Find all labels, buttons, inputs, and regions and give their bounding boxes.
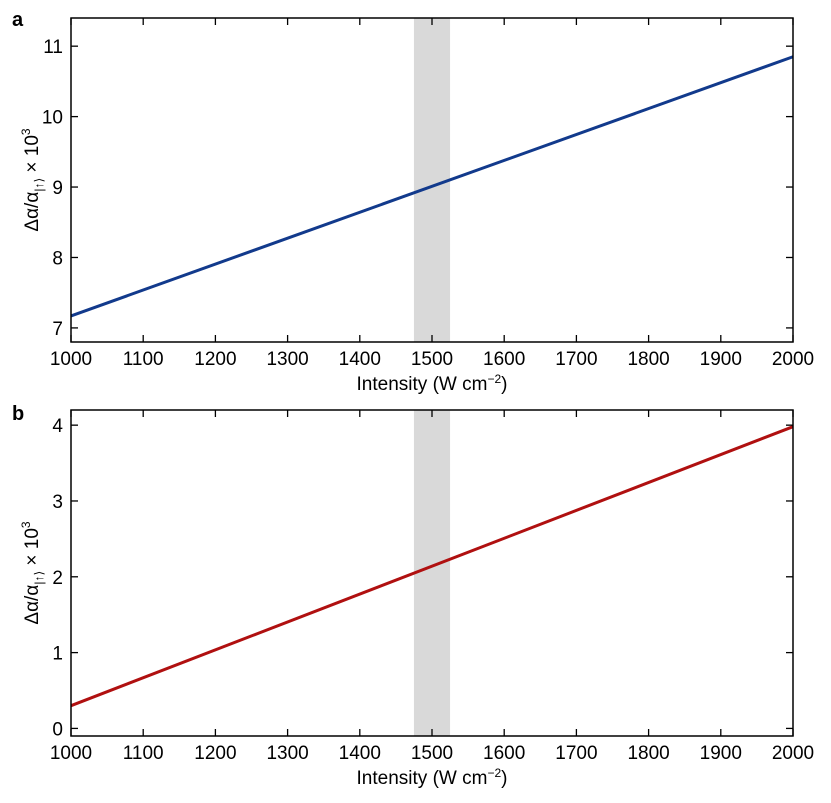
x-tick-label: 1900 [700,743,742,764]
highlight-band [413,18,451,342]
y-tick-label: 3 [52,492,63,513]
y-tick-label: 4 [52,416,63,437]
y-tick-label: 10 [42,108,63,129]
x-tick-label: 1000 [50,743,92,764]
y-tick-label: 11 [43,37,63,58]
x-tick-label: 1700 [555,743,597,764]
x-tick-label: 2000 [772,743,814,764]
x-tick-label: 1500 [411,743,453,764]
series-line-0 [70,55,794,318]
y-tick-label: 2 [52,568,63,589]
x-tick-label: 1600 [483,743,525,764]
y-axis-label: Δα/α|↑⟩ × 103 [19,128,46,232]
x-axis-label: Intensity (W cm−2) [357,372,508,395]
y-axis-label: Δα/α|↑⟩ × 103 [19,521,46,625]
x-tick-label: 1500 [411,349,453,370]
panel-label: b [12,403,24,425]
y-tick-label: 9 [52,178,63,199]
panel-b: 1000 1100 1200 1300 1400 1500 1600 1700 1800 1900… [12,403,814,789]
x-axis-label: Intensity (W cm−2) [357,766,508,789]
x-tick-label: 1100 [123,349,164,370]
panel-a: 1000 1100 1200 1300 1400 1500 1600 1700 1800 1900… [12,9,814,395]
x-tick-label: 1800 [627,349,669,370]
x-tick-label: 1300 [266,743,308,764]
panel-label: a [12,9,24,31]
x-tick-label: 1400 [339,743,381,764]
x-tick-label: 1100 [123,743,164,764]
x-tick-label: 1700 [555,349,597,370]
highlight-band [413,410,451,736]
y-tick-label: 8 [52,248,63,269]
x-tick-label: 1900 [700,349,742,370]
series-line-0 [70,425,794,708]
x-tick-label: 1200 [194,743,236,764]
y-tick-label: 0 [52,719,63,740]
x-tick-label: 1400 [339,349,381,370]
x-tick-label: 1800 [627,743,669,764]
x-tick-label: 1000 [50,349,92,370]
x-tick-label: 1200 [194,349,236,370]
y-tick-label: 7 [52,319,63,340]
x-tick-label: 2000 [772,349,814,370]
x-tick-label: 1300 [266,349,308,370]
x-tick-label: 1600 [483,349,525,370]
y-tick-label: 1 [52,644,63,665]
